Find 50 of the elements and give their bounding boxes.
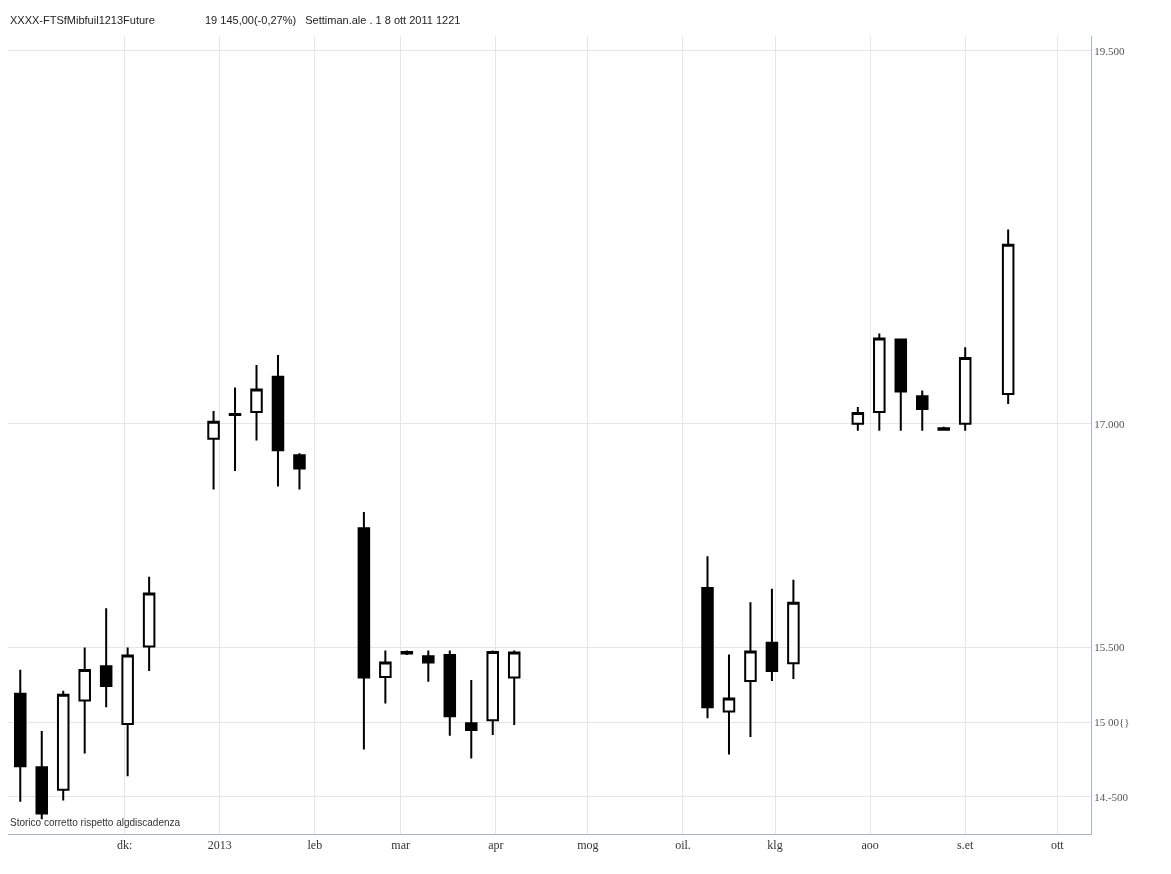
candlestick [99, 607, 113, 709]
x-tick-label: apr [488, 838, 504, 853]
x-tick-label: 2013 [207, 838, 232, 853]
candlestick [1001, 228, 1015, 406]
candlestick [250, 363, 263, 442]
y-tick-label: 15 00{} [1094, 715, 1130, 728]
candlestick [744, 601, 757, 738]
candlestick [400, 649, 414, 657]
x-tick-label: ott [1050, 838, 1065, 853]
annotation: Storico corretto rispetto algdiscadenza [10, 817, 181, 828]
candlestick [787, 578, 800, 681]
candlestick [379, 649, 392, 705]
candlestick [765, 587, 779, 682]
y-tick-label: 14.-500 [1094, 790, 1129, 803]
candlestick [56, 689, 70, 802]
candlestick [121, 646, 134, 778]
y-tick-label: 17.000 [1094, 417, 1125, 430]
candlestick [357, 511, 371, 751]
x-tick-label: aoo [861, 838, 879, 853]
x-tick-label: s.et [957, 838, 975, 853]
candlestick [937, 425, 950, 432]
candlestick [486, 649, 499, 736]
candlestick [207, 409, 220, 491]
chart-subtitle: 19 145,00(-0,27%) Settiman.ale . 1 8 ott 2011 1221 [205, 14, 461, 26]
candlestick [958, 346, 972, 432]
chart-title: XXXX-FTSfMibfuil1213Future [10, 14, 155, 26]
x-tick-label: klg [767, 838, 783, 853]
candlestick [422, 649, 435, 683]
y-tick-label: 19.500 [1094, 44, 1125, 57]
candlestick [14, 668, 27, 803]
candlestick [465, 678, 478, 760]
candlestick [142, 575, 156, 673]
candlestick [228, 386, 242, 472]
candlestick [851, 406, 865, 432]
candlestick [507, 649, 521, 727]
x-tick-label: dk: [116, 838, 133, 853]
x-tick-label: leb [307, 838, 323, 853]
candlestick [894, 337, 908, 432]
candlestick [271, 354, 285, 488]
candlestick [722, 653, 736, 756]
candlestick [701, 555, 714, 720]
candlestick [873, 332, 886, 432]
candlestick [443, 649, 457, 737]
x-tick-label: mog [577, 838, 599, 853]
y-tick-label: 15.500 [1094, 641, 1125, 654]
candlestick [78, 646, 91, 755]
x-tick-label: mar [391, 838, 411, 853]
candlestick [293, 452, 306, 491]
candlestick [916, 389, 929, 432]
x-tick-label: oil. [675, 838, 691, 853]
